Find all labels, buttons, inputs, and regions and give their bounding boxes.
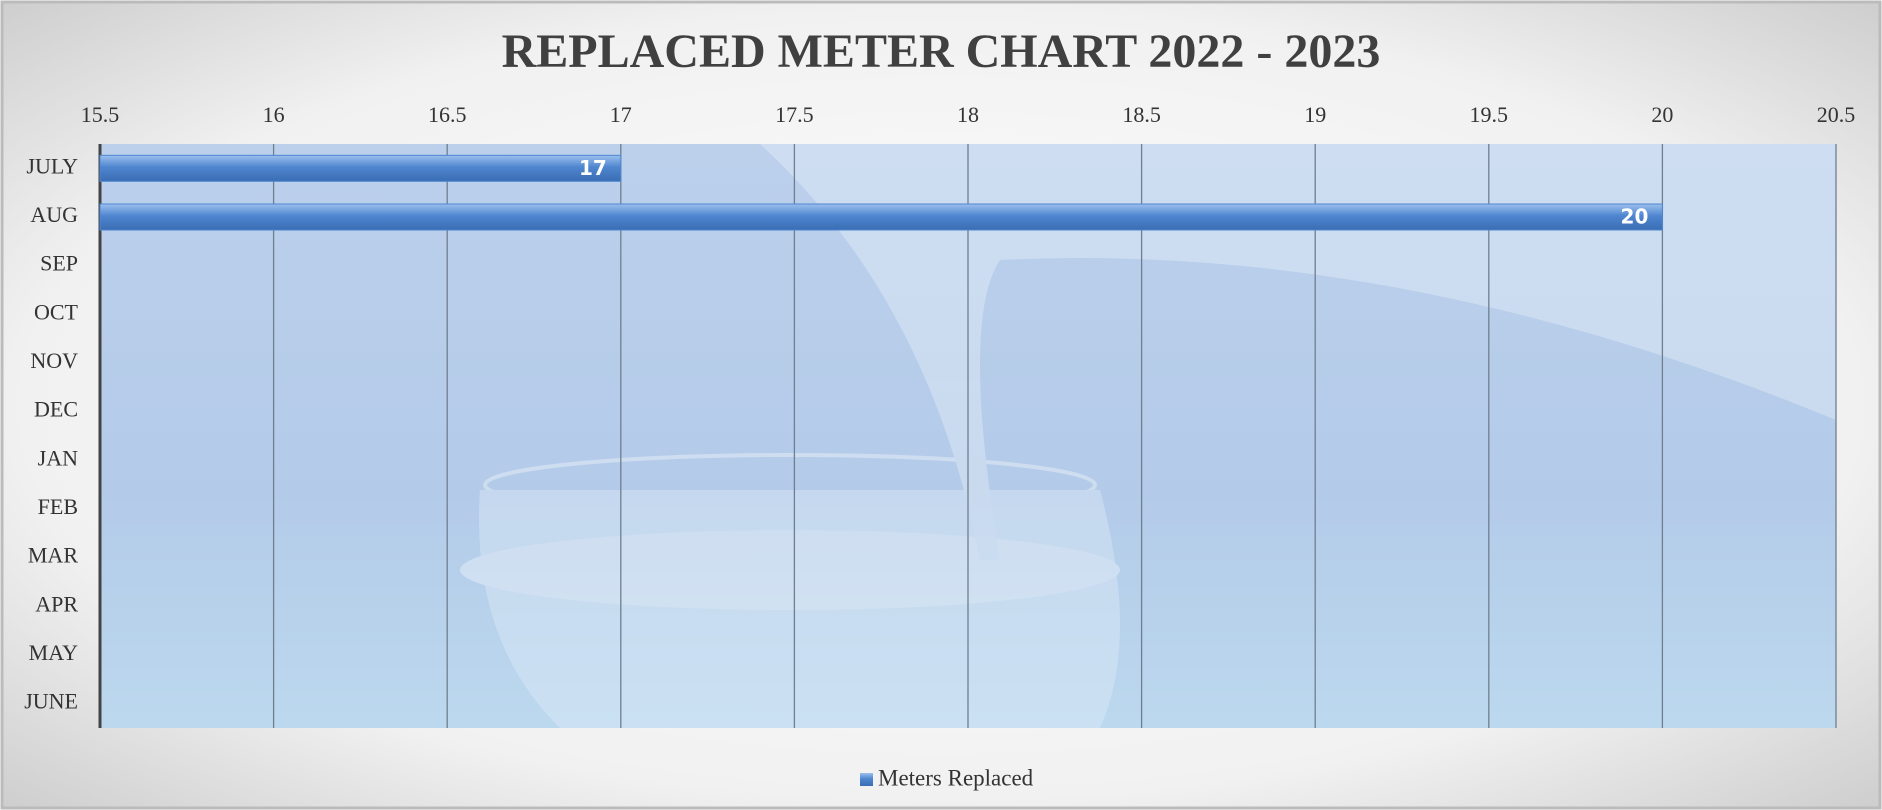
bar bbox=[100, 204, 1662, 230]
x-tick-label: 18 bbox=[957, 102, 979, 127]
y-tick-label: MAY bbox=[29, 640, 78, 665]
y-tick-label: JUNE bbox=[24, 689, 78, 714]
x-tick-label: 19 bbox=[1304, 102, 1326, 127]
x-tick-label: 16 bbox=[263, 102, 285, 127]
legend-label: Meters Replaced bbox=[878, 765, 1034, 790]
y-tick-label: MAR bbox=[28, 543, 78, 568]
y-tick-label: JULY bbox=[26, 153, 78, 178]
y-tick-label: AUG bbox=[30, 202, 78, 227]
x-tick-label: 17.5 bbox=[775, 102, 814, 127]
y-tick-label: NOV bbox=[30, 348, 78, 373]
y-tick-label: DEC bbox=[34, 397, 78, 422]
x-tick-label: 20.5 bbox=[1817, 102, 1856, 127]
x-tick-label: 16.5 bbox=[428, 102, 467, 127]
y-tick-label: SEP bbox=[40, 251, 78, 276]
y-tick-label: APR bbox=[35, 591, 78, 616]
x-tick-label: 17 bbox=[610, 102, 632, 127]
legend-swatch bbox=[860, 773, 873, 786]
x-tick-label: 15.5 bbox=[81, 102, 120, 127]
x-tick-label: 18.5 bbox=[1122, 102, 1161, 127]
y-tick-label: FEB bbox=[38, 494, 78, 519]
chart-title: REPLACED METER CHART 2022 - 2023 bbox=[502, 25, 1381, 78]
y-tick-label: JAN bbox=[38, 445, 78, 470]
y-tick-label: OCT bbox=[34, 299, 79, 324]
x-tick-label: 19.5 bbox=[1470, 102, 1509, 127]
x-tick-label: 20 bbox=[1651, 102, 1673, 127]
bar bbox=[100, 155, 621, 181]
chart: REPLACED METER CHART 2022 - 2023 Meters … bbox=[0, 0, 1882, 810]
data-label: 17 bbox=[579, 156, 607, 180]
data-label: 20 bbox=[1621, 205, 1649, 229]
